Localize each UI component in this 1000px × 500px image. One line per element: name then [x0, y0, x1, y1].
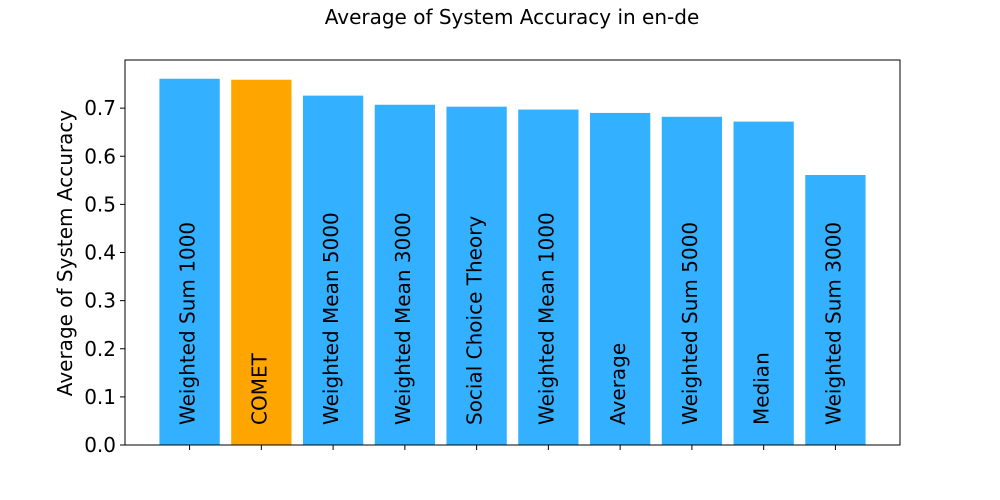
y-tick-label: 0.7 [84, 96, 116, 120]
bar-label: Weighted Mean 3000 [391, 212, 415, 425]
bar-label: Social Choice Theory [463, 216, 487, 425]
bars [159, 78, 866, 446]
bar-label: Average [606, 343, 630, 425]
bar [518, 109, 579, 445]
bar [733, 121, 794, 445]
plot-frame [124, 59, 901, 446]
bar-label: Weighted Mean 5000 [319, 212, 343, 425]
y-tick-label: 0.1 [84, 385, 116, 409]
bar [805, 175, 866, 446]
y-tick-label: 0.6 [84, 144, 116, 168]
bar-label: COMET [247, 352, 271, 425]
x-axis-ticks [189, 445, 836, 450]
bar-label: Median [750, 352, 774, 425]
bar [374, 104, 435, 445]
bar-label: Weighted Sum 3000 [821, 222, 845, 425]
y-axis-ticks: 0.0 0.1 0.2 0.3 0.4 0.5 0.6 0.7 [84, 96, 125, 457]
bar-labels: Weighted Sum 1000 COMET Weighted Mean 5000… [176, 212, 846, 425]
y-tick-label: 0.2 [84, 337, 116, 361]
bar-label: Weighted Mean 1000 [534, 212, 558, 425]
bar [446, 106, 507, 446]
chart-title: Average of System Accuracy in en-de [325, 5, 700, 29]
bar [231, 79, 292, 445]
y-axis-label: Average of System Accuracy [53, 110, 77, 397]
bar [590, 112, 651, 445]
y-tick-label: 0.5 [84, 192, 116, 216]
bar [159, 78, 220, 446]
bar [661, 116, 723, 445]
y-tick-label: 0.3 [84, 289, 116, 313]
y-tick-label: 0.0 [84, 433, 116, 457]
bar-label: Weighted Sum 1000 [176, 222, 200, 425]
bar [302, 95, 364, 446]
y-tick-label: 0.4 [84, 241, 116, 265]
bar-label: Weighted Sum 5000 [678, 222, 702, 425]
